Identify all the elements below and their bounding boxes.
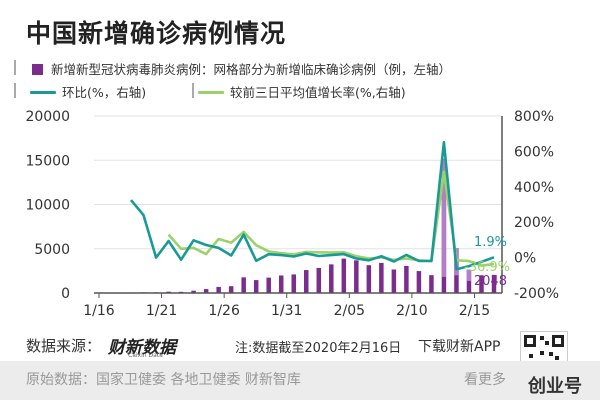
x-tick-label: 2/05 (334, 303, 365, 319)
bar-clinical-segment (466, 269, 472, 281)
page-title: 中国新增确诊病例情况 (26, 19, 287, 48)
legend-bars-label: 新增新型冠状病毒肺炎病例：网格部分为新增临床确诊病例（例，左轴） (51, 62, 452, 77)
bar (354, 260, 359, 293)
bar (266, 277, 271, 293)
bar-clinical-segment (441, 158, 447, 277)
bar (291, 274, 296, 293)
left-tick-label: 0 (61, 286, 70, 302)
original-data-source: 原始数据：国家卫健委 各地卫健委 财新智库 (26, 372, 301, 388)
bar (366, 265, 372, 293)
footer-bar (0, 331, 600, 361)
download-app-link[interactable]: 下载财新APP (418, 339, 501, 355)
right-tick-label: 800% (514, 109, 554, 125)
x-tick-label: 2/15 (459, 303, 490, 319)
legend-line2-label: 较前三日平均值增长率(%,右轴) (230, 85, 406, 100)
bar (203, 289, 209, 293)
right-tick-label: 400% (514, 180, 554, 196)
bar (241, 277, 246, 293)
legend-divider (14, 83, 16, 98)
bar (491, 274, 497, 293)
see-more-link[interactable]: 看更多 (464, 372, 506, 388)
bar (316, 267, 322, 293)
bar (191, 290, 196, 293)
legend-divider (192, 83, 194, 98)
left-tick-label: 5000 (34, 242, 70, 258)
annotation-mom-value: 1.9% (474, 235, 507, 250)
bar (253, 280, 259, 293)
x-tick-label: 2/10 (396, 303, 427, 319)
source-bar (0, 361, 600, 400)
axes: 0 5000 10000 15000 20000 -200% 0% 200% 400% 600% 8… (25, 109, 559, 319)
bar (479, 275, 484, 293)
x-tick-label: 1/16 (83, 303, 115, 319)
annotation-cases-value: 2048 (474, 274, 507, 289)
legend-line1-label: 环比(%，右轴) (62, 85, 147, 100)
bar (404, 265, 409, 293)
annotations: 1.9% -36.9%2048 (464, 235, 510, 289)
bar (379, 262, 384, 293)
x-tick-label: 1/26 (208, 303, 240, 319)
platform-logo: 创业号 (528, 376, 582, 397)
legend-bars: 新增新型冠状病毒肺炎病例：网格部分为新增临床确诊病例（例，左轴） (32, 59, 451, 78)
bar (466, 269, 472, 293)
bar (341, 258, 347, 293)
legend-divider (14, 60, 16, 75)
right-tick-label: -200% (514, 286, 559, 302)
x-tick-label: 1/31 (271, 303, 302, 319)
bar (416, 271, 422, 293)
right-tick-label: 0% (514, 251, 536, 267)
data-note: 注:数据截至2020年2月16日 (235, 341, 402, 356)
series-line-mom (130, 140, 495, 271)
source-label: 数据来源： (26, 337, 102, 355)
right-tick-label: 600% (514, 144, 554, 160)
bar (278, 275, 284, 293)
bar (329, 264, 334, 293)
bar (228, 286, 234, 293)
bar (216, 286, 221, 293)
bar (391, 269, 397, 293)
bar (304, 270, 309, 293)
legend-line2-swatch (198, 91, 224, 94)
lines (130, 140, 495, 271)
caixin-data-logo: 财新数据 (108, 338, 176, 358)
legend-line1-swatch (30, 91, 56, 94)
left-tick-label: 10000 (25, 198, 70, 214)
series-line-3day-growth (167, 170, 495, 267)
left-tick-label: 20000 (25, 109, 70, 125)
bars (103, 158, 497, 293)
annotation-growth-value: -36.9% (464, 260, 510, 275)
legend-line2: 较前三日平均值增长率(%,右轴) (198, 82, 406, 101)
legend-line1: 环比(%，右轴) (30, 82, 146, 101)
x-tick-label: 1/21 (146, 303, 177, 319)
left-tick-label: 15000 (25, 153, 70, 169)
bar (429, 275, 434, 293)
right-tick-label: 200% (514, 215, 554, 231)
legend-bars-swatch (32, 64, 43, 75)
caixin-data-logo-sub: Caixin Data (128, 352, 163, 359)
